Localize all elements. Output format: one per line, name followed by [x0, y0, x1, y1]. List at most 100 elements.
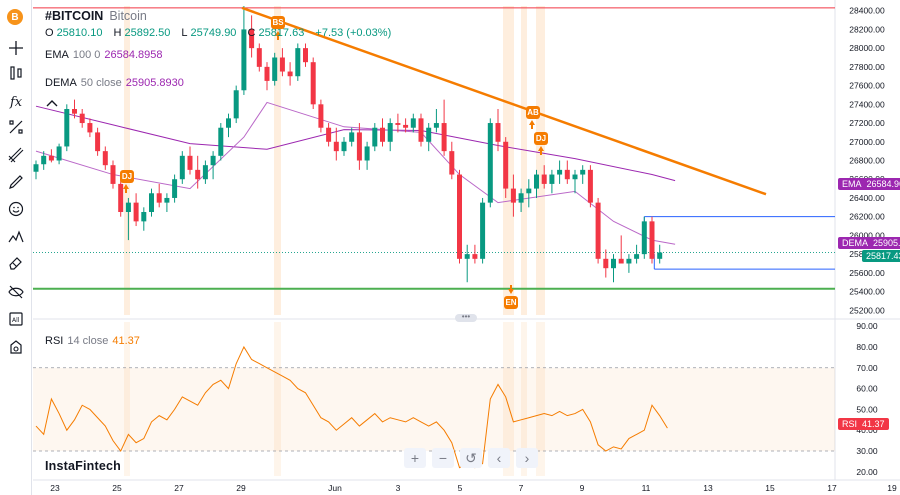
signal-band-rsi-3	[521, 322, 527, 476]
price-tick-label: 25400.00	[849, 287, 885, 297]
trash-icon[interactable]	[6, 337, 26, 357]
candle-body	[79, 113, 85, 124]
dj-signal-marker-2[interactable]: DJ	[534, 132, 548, 145]
candle-body	[449, 151, 455, 175]
candle-body	[241, 29, 247, 91]
time-tick-label: Jun	[328, 483, 342, 493]
candle-body	[87, 123, 93, 133]
dema-legend[interactable]: DEMA 50 close 25905.8930	[45, 77, 184, 89]
time-tick-label: 5	[458, 483, 463, 493]
candle-body	[218, 127, 224, 156]
candle-body	[356, 132, 362, 161]
candle-body	[125, 202, 131, 212]
rsi-tick-label: 30.00	[856, 446, 878, 456]
measure-icon[interactable]	[6, 145, 26, 165]
collapse-legend-icon[interactable]	[46, 98, 58, 108]
ema-legend[interactable]: EMA 100 0 26584.8958	[45, 49, 163, 61]
candle-body	[364, 146, 370, 161]
price-tick-label: 27000.00	[849, 137, 885, 147]
rsi-band	[33, 367, 835, 452]
rsi-tick-label: 60.00	[856, 384, 878, 394]
price-tick-label: 25600.00	[849, 268, 885, 278]
candle-body	[226, 118, 231, 128]
candle-body	[156, 193, 162, 203]
zoom-out-button[interactable]: −	[432, 448, 454, 468]
ab-signal-marker[interactable]: AB	[526, 106, 540, 119]
dj-signal-marker[interactable]: DJ	[120, 170, 134, 183]
open-value: 25810.10	[56, 27, 103, 39]
rsi-legend[interactable]: RSI 14 close 41.37	[45, 335, 140, 347]
candle-body	[256, 48, 262, 67]
candle-body	[603, 258, 609, 269]
time-tick-label: 15	[765, 483, 775, 493]
candle-body	[318, 104, 324, 128]
candle-body	[441, 123, 447, 152]
bs-signal-marker[interactable]: BS	[271, 16, 285, 29]
signal-band-1	[274, 6, 281, 315]
rsi-line	[35, 345, 668, 469]
candle-body	[395, 123, 401, 125]
candle-body	[279, 57, 285, 72]
drawing-toolbar: B fx All	[0, 0, 32, 495]
fib-icon[interactable]: fx	[6, 91, 26, 111]
candle-body	[510, 188, 516, 203]
low-value: 25749.90	[190, 27, 237, 39]
rsi-tick-label: 20.00	[856, 467, 878, 477]
candle-body	[195, 169, 201, 180]
price-tick-label: 27800.00	[849, 62, 885, 72]
rsi-tick-label: 40.00	[856, 425, 878, 435]
candle-body	[110, 165, 116, 184]
signal-band-2	[503, 6, 514, 315]
candle-body	[303, 48, 308, 63]
symbol-title: #BITCOIN	[45, 9, 104, 23]
en-signal-marker[interactable]: EN	[504, 296, 518, 309]
reset-chart-button[interactable]: ↺	[460, 448, 482, 468]
candle-body	[534, 174, 539, 189]
scroll-forward-button[interactable]: ›	[516, 448, 538, 468]
magnet-icon[interactable]	[6, 254, 26, 274]
candle-body	[426, 127, 432, 142]
trendline-icon[interactable]	[6, 63, 26, 83]
signal-band-rsi-4	[536, 322, 545, 476]
candle-body	[287, 71, 293, 77]
price-tick-label: 26200.00	[849, 212, 885, 222]
time-tick-label: 19	[887, 483, 897, 493]
high-label: H	[113, 27, 122, 39]
emoji-icon[interactable]	[6, 199, 26, 219]
pane-resize-handle[interactable]: •••	[455, 313, 477, 322]
time-tick-label: 17	[827, 483, 837, 493]
candle-body	[187, 155, 193, 170]
candle-body	[518, 193, 524, 203]
eye-off-icon[interactable]	[6, 282, 26, 302]
low-label: L	[181, 27, 188, 39]
watermark: InstaFintech	[45, 459, 122, 473]
candle-body	[472, 254, 478, 259]
forecast-icon[interactable]	[6, 227, 26, 247]
candle-body	[210, 155, 216, 166]
time-tick-label: 3	[396, 483, 401, 493]
crosshair-icon[interactable]	[6, 38, 26, 58]
brush-icon[interactable]	[6, 172, 26, 192]
ab-arrow	[529, 120, 535, 129]
candle-body	[326, 127, 332, 142]
patterns-icon[interactable]	[6, 117, 26, 137]
candle-body	[264, 66, 270, 81]
zoom-in-button[interactable]: +	[404, 448, 426, 468]
candle-body	[503, 141, 509, 189]
lock-icon[interactable]: All	[6, 309, 26, 329]
price-tick-label: 25200.00	[849, 305, 885, 315]
candle-body	[557, 169, 563, 175]
dema-price-tag: DEMA 25905.89	[838, 237, 900, 249]
price-tick-label: 26800.00	[849, 156, 885, 166]
candle-body	[564, 169, 570, 180]
time-tick-label: 29	[236, 483, 246, 493]
time-tick-label: 7	[519, 483, 524, 493]
candle-body	[618, 258, 624, 264]
signal-band-3	[521, 6, 527, 315]
candle-body	[133, 202, 139, 222]
candle-body	[179, 155, 185, 180]
scroll-back-button[interactable]: ‹	[488, 448, 510, 468]
candle-body	[387, 123, 393, 142]
candle-body	[549, 174, 555, 184]
